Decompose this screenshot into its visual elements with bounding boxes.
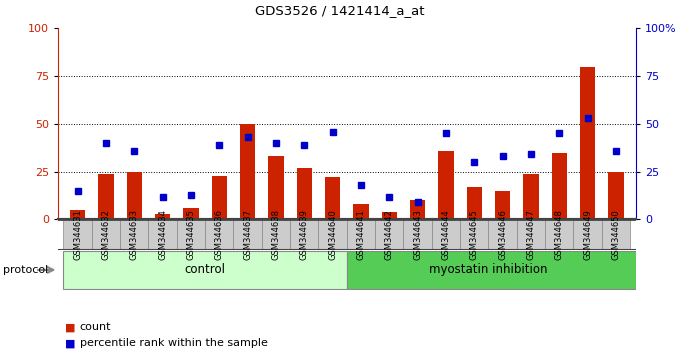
Bar	[240, 124, 256, 219]
Text: percentile rank within the sample: percentile rank within the sample	[80, 338, 267, 348]
Bar	[460, 219, 488, 250]
Bar	[608, 172, 624, 219]
Bar	[98, 173, 114, 219]
Bar	[551, 153, 567, 219]
Bar	[375, 219, 403, 250]
Bar	[148, 219, 177, 250]
Bar	[438, 151, 454, 219]
Bar	[233, 219, 262, 250]
Bar	[545, 219, 573, 250]
Text: GSM344648: GSM344648	[555, 209, 564, 260]
Bar	[488, 219, 517, 250]
Text: GSM344646: GSM344646	[498, 209, 507, 260]
Bar	[262, 219, 290, 250]
Text: GSM344632: GSM344632	[101, 209, 110, 260]
Text: GSM344644: GSM344644	[441, 209, 450, 260]
Text: GSM344641: GSM344641	[356, 209, 365, 260]
Text: count: count	[80, 322, 111, 332]
Bar	[268, 156, 284, 219]
Bar	[126, 172, 142, 219]
Bar	[70, 210, 86, 219]
Bar	[92, 219, 120, 250]
Bar	[432, 219, 460, 250]
Bar	[318, 219, 347, 250]
Text: GSM344640: GSM344640	[328, 209, 337, 260]
Bar	[353, 204, 369, 219]
Bar	[325, 177, 341, 219]
Bar	[347, 219, 375, 250]
Bar	[523, 173, 539, 219]
Text: GSM344636: GSM344636	[215, 209, 224, 260]
Text: control: control	[185, 263, 226, 276]
Bar	[602, 219, 630, 250]
Text: GSM344647: GSM344647	[526, 209, 535, 260]
Text: ■: ■	[65, 338, 79, 348]
Bar	[517, 219, 545, 250]
Bar	[183, 208, 199, 219]
Bar	[573, 219, 602, 250]
Text: GSM344633: GSM344633	[130, 209, 139, 260]
Bar	[63, 251, 347, 289]
Text: GSM344637: GSM344637	[243, 209, 252, 260]
Text: protocol: protocol	[3, 265, 49, 275]
Text: GSM344650: GSM344650	[611, 209, 620, 260]
Text: GSM344639: GSM344639	[300, 209, 309, 260]
Text: GSM344635: GSM344635	[186, 209, 195, 260]
Text: GDS3526 / 1421414_a_at: GDS3526 / 1421414_a_at	[255, 4, 425, 17]
Text: ■: ■	[65, 322, 79, 332]
Bar	[403, 219, 432, 250]
Bar	[63, 219, 92, 250]
Bar	[120, 219, 148, 250]
Bar	[296, 168, 312, 219]
Text: GSM344649: GSM344649	[583, 209, 592, 260]
Bar	[177, 219, 205, 250]
Text: GSM344631: GSM344631	[73, 209, 82, 260]
Text: myostatin inhibition: myostatin inhibition	[429, 263, 547, 276]
Bar	[205, 219, 233, 250]
Bar	[155, 214, 171, 219]
Text: GSM344642: GSM344642	[385, 209, 394, 260]
Bar	[495, 191, 511, 219]
Text: GSM344643: GSM344643	[413, 209, 422, 260]
Text: GSM344634: GSM344634	[158, 209, 167, 260]
Bar	[410, 200, 426, 219]
Bar	[211, 176, 227, 219]
Bar	[466, 187, 482, 219]
Bar	[580, 67, 596, 219]
Bar	[347, 251, 636, 289]
Text: GSM344638: GSM344638	[271, 209, 280, 260]
Text: GSM344645: GSM344645	[470, 209, 479, 260]
Bar	[381, 212, 397, 219]
Bar	[290, 219, 318, 250]
